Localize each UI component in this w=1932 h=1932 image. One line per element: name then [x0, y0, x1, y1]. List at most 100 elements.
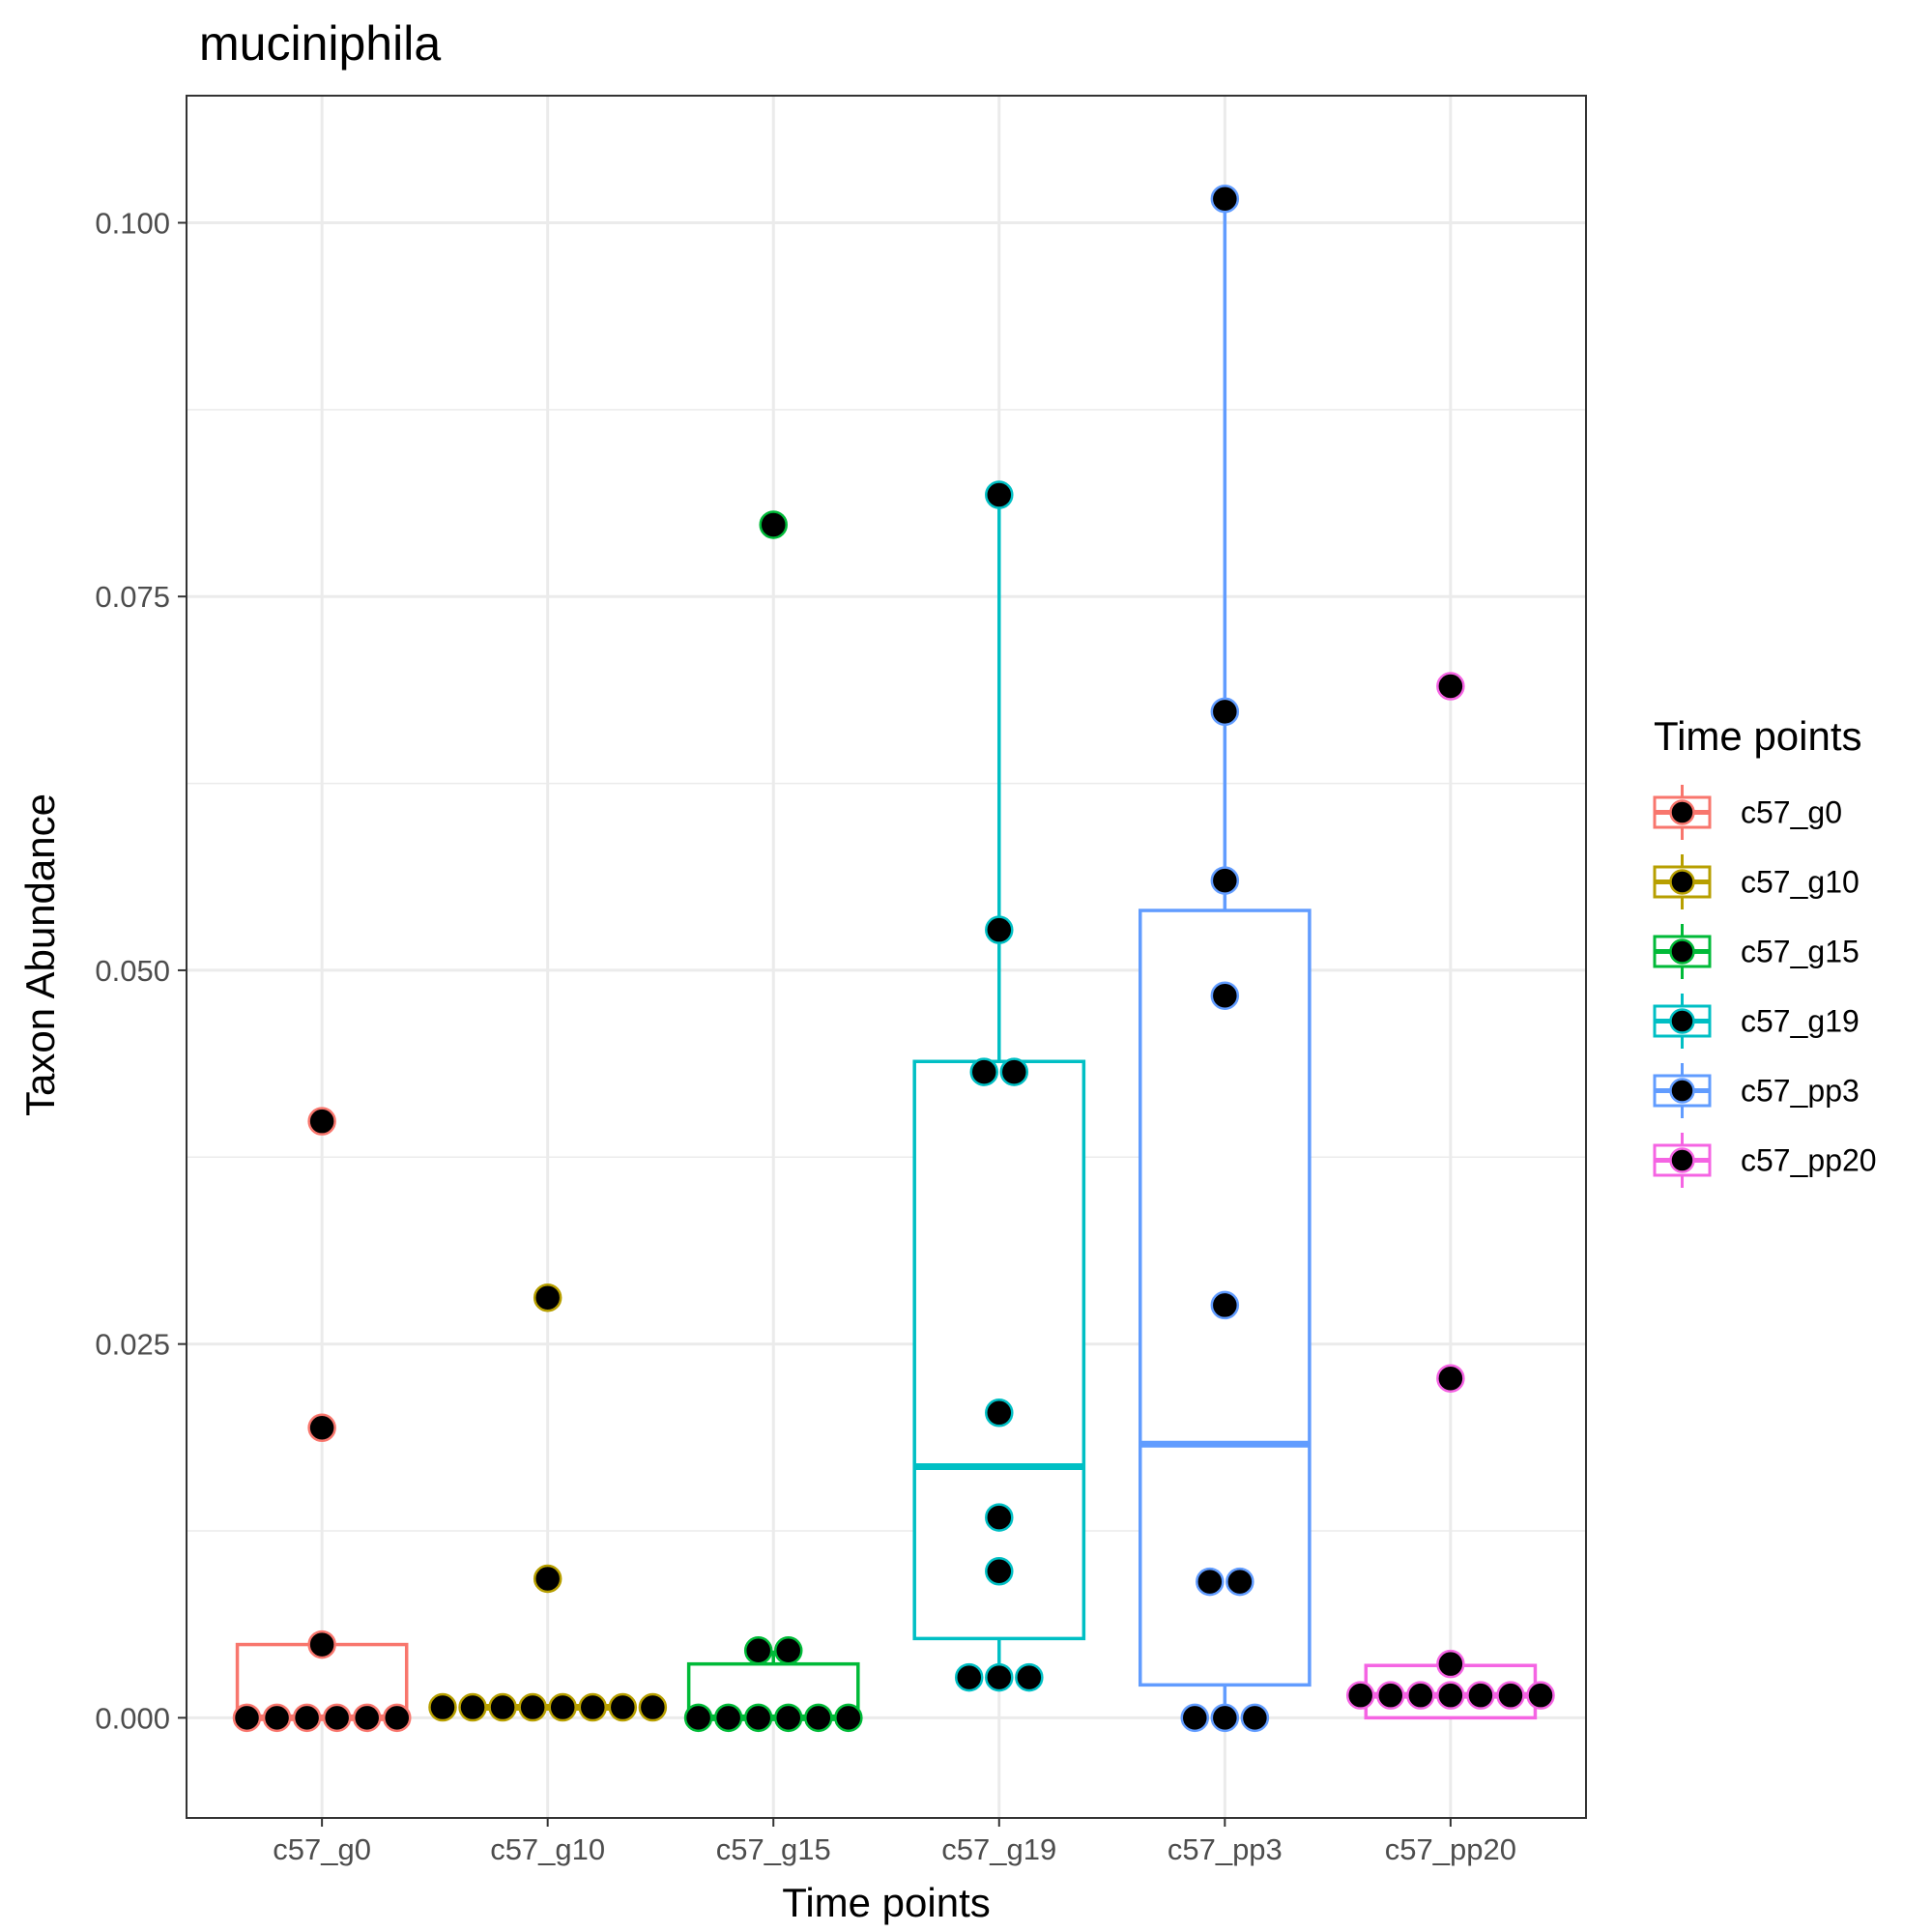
data-point [1436, 1364, 1465, 1393]
data-point [307, 1629, 336, 1659]
data-point [743, 1703, 773, 1733]
data-point [488, 1692, 517, 1722]
data-point [985, 915, 1014, 944]
box-group-c57_pp20 [1345, 672, 1555, 1720]
data-point [1180, 1703, 1210, 1733]
legend-label: c57_pp3 [1741, 1074, 1860, 1109]
y-tick-label: 0.000 [95, 1701, 170, 1735]
data-point [1210, 1703, 1240, 1733]
data-point [1210, 981, 1240, 1010]
data-point [307, 1413, 336, 1443]
data-point [383, 1703, 412, 1733]
legend-label: c57_g19 [1741, 1004, 1860, 1039]
data-point [743, 1636, 773, 1665]
data-point [518, 1692, 547, 1722]
data-point [999, 1057, 1029, 1086]
legend-key-dot [1669, 1147, 1695, 1173]
box-group-c57_pp3 [1138, 184, 1312, 1733]
data-point [292, 1703, 322, 1733]
y-tick-label: 0.050 [95, 954, 170, 988]
x-axis-title: Time points [782, 1880, 991, 1925]
data-point [1376, 1681, 1405, 1710]
data-point [1240, 1703, 1270, 1733]
data-point [954, 1662, 984, 1692]
data-point [985, 1399, 1014, 1427]
data-point [1015, 1662, 1044, 1692]
data-point [578, 1692, 608, 1722]
data-point [262, 1703, 292, 1733]
data-point [548, 1692, 577, 1722]
data-point [232, 1703, 262, 1733]
data-point [1210, 1290, 1240, 1320]
box [686, 1661, 860, 1720]
data-point [1210, 697, 1240, 727]
legend-item-c57_pp20: c57_pp20 [1653, 1133, 1877, 1188]
data-point [774, 1636, 803, 1665]
data-point [1436, 1681, 1465, 1710]
x-tick-label: c57_g19 [941, 1832, 1056, 1866]
data-point [1196, 1567, 1225, 1597]
data-point [759, 510, 788, 539]
legend-label: c57_pp20 [1741, 1143, 1877, 1178]
legend-key-dot [1669, 938, 1695, 965]
legend-key-dot [1669, 1008, 1695, 1034]
data-point [1406, 1681, 1435, 1710]
legend-label: c57_g15 [1741, 935, 1860, 969]
data-point [1345, 1681, 1375, 1710]
data-point [713, 1703, 743, 1733]
y-tick-label: 0.025 [95, 1328, 170, 1362]
data-point [1210, 866, 1240, 895]
data-point [683, 1703, 713, 1733]
box-group-c57_g15 [683, 510, 863, 1733]
legend-label: c57_g10 [1741, 865, 1860, 900]
box-group-c57_g0 [232, 1107, 412, 1733]
data-point [638, 1692, 668, 1722]
data-point [1226, 1567, 1254, 1597]
data-point [1210, 184, 1240, 214]
legend-item-c57_g0: c57_g0 [1653, 785, 1842, 840]
data-point [1466, 1681, 1495, 1710]
data-point [1436, 672, 1465, 701]
data-point [985, 1662, 1014, 1692]
x-tick-label: c57_pp20 [1385, 1832, 1516, 1866]
data-point [985, 1557, 1014, 1586]
legend: Time points c57_g0 c57_g10 c57_g15 c57_g19c… [1653, 713, 1877, 1188]
y-tick-label: 0.100 [95, 206, 170, 240]
box-group-c57_g19 [912, 480, 1086, 1692]
data-point [1526, 1681, 1555, 1710]
data-point [985, 1503, 1014, 1532]
data-point [533, 1283, 562, 1312]
y-tick-label: 0.075 [95, 580, 170, 614]
legend-key-dot [1669, 1078, 1695, 1104]
data-point [307, 1107, 336, 1136]
box [912, 1059, 1086, 1641]
x-tick-label: c57_g10 [490, 1832, 605, 1866]
panel-border [186, 95, 1587, 1819]
data-point [804, 1703, 833, 1733]
box-group-c57_g10 [428, 1283, 668, 1722]
data-point [1496, 1681, 1525, 1710]
legend-item-c57_g10: c57_g10 [1653, 854, 1860, 909]
data-point [774, 1703, 803, 1733]
chart-title: muciniphila [199, 16, 441, 71]
data-point [1436, 1649, 1465, 1679]
data-point [969, 1057, 998, 1086]
x-tick-label: c57_pp3 [1168, 1832, 1283, 1866]
legend-label: c57_g0 [1741, 795, 1842, 830]
legend-key-dot [1669, 799, 1695, 825]
data-point [533, 1564, 562, 1594]
data-point [352, 1703, 382, 1733]
x-tick-label: c57_g0 [273, 1832, 371, 1866]
legend-key-dot [1669, 869, 1695, 895]
y-axis-title: Taxon Abundance [17, 793, 63, 1116]
data-point [608, 1692, 638, 1722]
data-point [834, 1703, 863, 1733]
legend-item-c57_pp3: c57_pp3 [1653, 1063, 1860, 1118]
data-point [458, 1692, 487, 1722]
legend-title: Time points [1654, 713, 1862, 759]
legend-item-c57_g15: c57_g15 [1653, 924, 1860, 979]
plot-area: 0.000 0.025 0.050 0.075 0.100 c57_g0 c57_g10 c5… [95, 95, 1587, 1866]
x-tick-label: c57_g15 [716, 1832, 831, 1866]
